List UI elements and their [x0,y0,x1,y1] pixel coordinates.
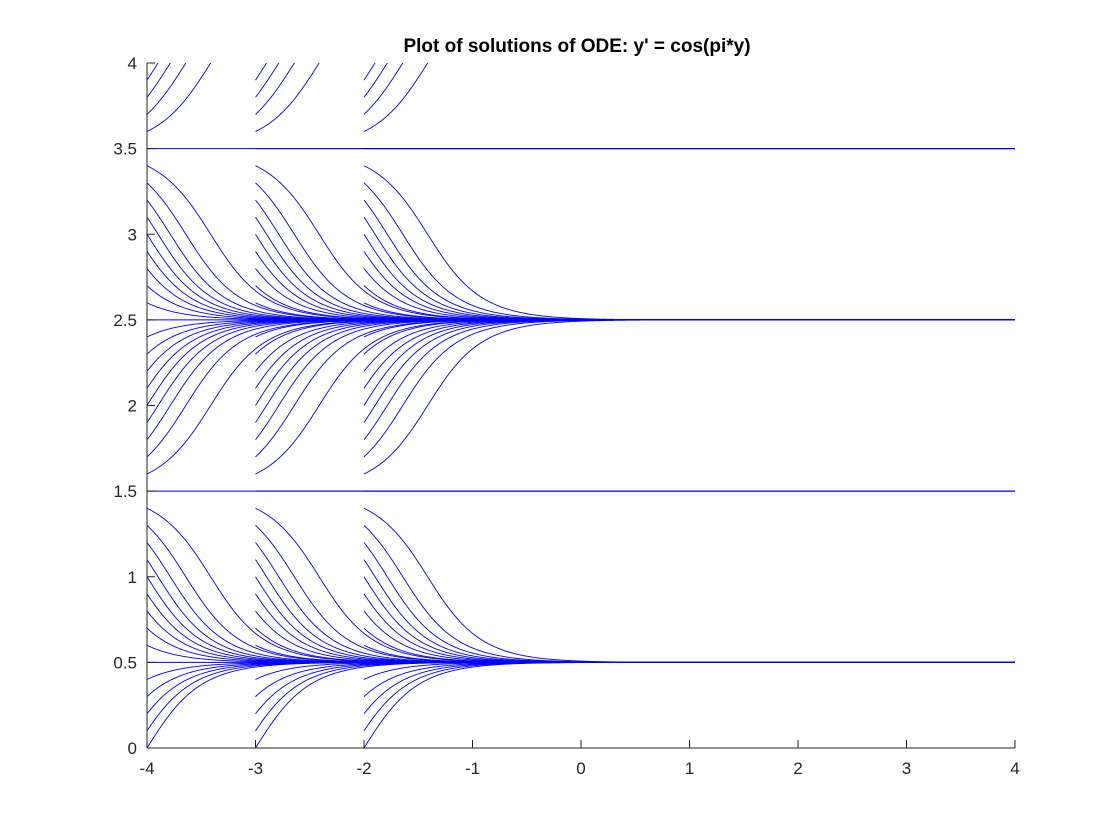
x-tick-label: -4 [139,759,154,778]
y-tick-label: 0 [128,739,137,758]
solution-curve [147,63,171,98]
solution-curve [255,63,320,132]
solution-curves [147,63,1015,748]
solution-curve [363,63,429,132]
solution-curve [363,63,404,115]
y-tick-label: 2 [128,397,137,416]
x-tick-label: 4 [1010,759,1019,778]
x-tick-label: -2 [356,759,371,778]
y-tick-label: 1 [128,568,137,587]
solution-curve [255,63,280,98]
y-tick-label: 4 [128,54,137,73]
y-tick-label: 3 [128,225,137,244]
chart-title: Plot of solutions of ODE: y' = cos(pi*y) [403,36,750,57]
solution-curve [363,165,1015,321]
x-tick-label: 3 [902,759,911,778]
solution-curve [147,63,159,81]
x-tick-label: 2 [793,759,802,778]
y-tick-label: 2.5 [113,311,137,330]
y-tick-label: 3.5 [113,140,137,159]
x-tick-label: 0 [576,759,585,778]
axes: -4 -3 -2 -1 0 1 2 3 4 0 0.5 1 1.5 2 2.5 3 3.5 4 [113,54,1019,778]
x-tick-label: 1 [685,759,694,778]
solution-curve [147,63,187,115]
solution-curve [363,63,376,81]
y-tick-label: 1.5 [113,482,137,501]
y-tick-label: 0.5 [113,653,137,672]
x-tick-label: -1 [465,759,480,778]
solution-curve [255,63,295,115]
solution-curve [255,63,268,81]
solution-curve [147,63,212,132]
solution-curve [363,63,388,98]
solution-curve [363,507,1015,663]
x-tick-label: -3 [248,759,263,778]
